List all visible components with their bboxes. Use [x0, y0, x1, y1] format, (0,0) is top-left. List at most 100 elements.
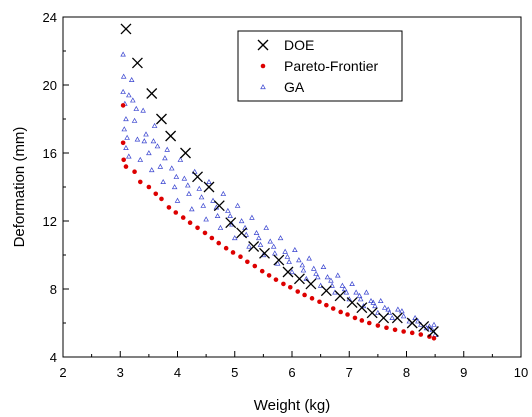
x-mark-stroke: [165, 130, 177, 142]
ga-point: [177, 156, 184, 162]
x-mark-stroke: [213, 200, 225, 212]
ga-point: [128, 76, 135, 83]
legend-marker-ga: [260, 84, 266, 90]
pareto-frontier-point: [427, 334, 432, 339]
ga-point: [243, 231, 249, 237]
x-mark-stroke: [236, 227, 248, 239]
x-mark-stroke: [391, 312, 403, 324]
pareto-frontier-point: [132, 169, 137, 174]
doe-point: [346, 297, 358, 309]
x-mark-stroke: [131, 57, 143, 69]
doe-point: [225, 217, 237, 229]
doe-point: [356, 302, 368, 314]
doe-point: [165, 130, 177, 142]
doe-point: [156, 113, 167, 125]
ga-point: [196, 185, 203, 191]
ga-point: [381, 304, 388, 310]
y-tick-label: 8: [50, 282, 57, 297]
series-pareto-frontier: [120, 103, 437, 341]
y-tick-label: 16: [43, 146, 57, 161]
ga-point: [399, 308, 405, 314]
ga-point: [335, 272, 341, 278]
x-mark-stroke: [334, 290, 346, 302]
ga-point: [267, 238, 274, 244]
legend-marker-pareto-frontier: [260, 63, 266, 69]
pareto-frontier-point: [120, 103, 126, 108]
legend-item-ga: GA: [260, 79, 305, 95]
pareto-frontier-point: [287, 285, 293, 290]
doe-point: [320, 285, 332, 297]
ga-point: [249, 214, 255, 220]
ga-point: [303, 275, 310, 281]
pareto-frontier-point: [173, 210, 179, 215]
x-mark-stroke: [248, 241, 260, 252]
ga-point: [370, 299, 377, 305]
x-mark-stroke: [406, 317, 418, 329]
ga-point: [356, 292, 363, 298]
ga-point: [123, 116, 129, 122]
ga-point: [146, 150, 152, 156]
ga-point: [133, 105, 140, 111]
doe-point: [213, 200, 225, 212]
doe-point: [203, 181, 215, 193]
pareto-frontier-point: [230, 250, 236, 255]
ga-point: [328, 277, 334, 283]
pareto-frontier-point: [273, 277, 279, 282]
ga-point: [124, 134, 130, 140]
x-mark-stroke: [418, 320, 430, 332]
axis-ticks: [62, 16, 522, 358]
ga-point: [140, 107, 146, 113]
ga-point: [200, 202, 207, 208]
doe-point: [305, 278, 317, 290]
pareto-frontier-point: [259, 268, 265, 274]
doe-point: [366, 307, 378, 319]
x-mark-stroke: [273, 254, 285, 266]
ga-point: [400, 313, 407, 319]
ga-point: [151, 122, 158, 128]
x-mark-stroke: [203, 181, 215, 193]
ga-point: [131, 117, 138, 123]
ga-point: [120, 73, 127, 79]
legend-item-pareto-frontier: Pareto-Frontier: [260, 58, 378, 74]
pareto-frontier-point: [392, 327, 398, 333]
x-tick-label: 10: [514, 365, 528, 380]
pareto-frontier-point: [202, 230, 208, 236]
pareto-frontier-point: [223, 245, 229, 251]
pareto-frontier-point: [180, 215, 186, 220]
ga-point: [231, 235, 238, 241]
x-mark-stroke: [120, 23, 132, 35]
ga-point: [343, 289, 350, 295]
pareto-frontier-point: [166, 205, 172, 210]
pareto-frontier-point: [366, 320, 372, 326]
pareto-frontier-point: [121, 157, 126, 163]
pareto-frontier-point: [187, 220, 193, 225]
ga-point: [357, 296, 364, 302]
ga-point: [246, 243, 252, 249]
doe-point: [236, 227, 248, 239]
x-mark-stroke: [225, 217, 237, 229]
legend-items: DOE Pareto-Frontier GA: [257, 37, 378, 95]
doe-point: [378, 312, 390, 324]
ga-point: [349, 280, 355, 287]
ga-point: [256, 235, 262, 241]
ga-point: [143, 131, 149, 137]
doe-point: [282, 266, 294, 278]
x-mark-stroke: [366, 307, 378, 319]
legend-item-doe: DOE: [257, 37, 314, 53]
x-mark-stroke: [282, 266, 294, 278]
legend-label-pareto-frontier: Pareto-Frontier: [284, 58, 378, 74]
ga-point: [206, 178, 212, 185]
y-axis-title: Deformation (mm): [11, 127, 28, 248]
ga-point: [431, 321, 437, 327]
ga-point: [282, 248, 288, 254]
x-mark-stroke: [378, 312, 390, 324]
doe-point: [192, 171, 203, 183]
x-mark-stroke: [192, 171, 203, 183]
x-tick-label: 5: [231, 365, 238, 380]
x-tick-label: 7: [346, 365, 353, 380]
pareto-frontier-point: [252, 263, 258, 269]
ga-point: [168, 165, 175, 171]
ga-point: [214, 212, 221, 219]
ga-point: [134, 136, 141, 142]
pareto-frontier-point: [375, 323, 381, 328]
